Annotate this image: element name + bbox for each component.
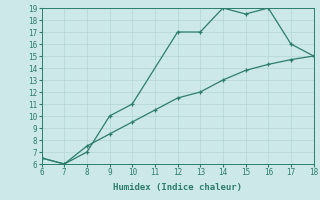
X-axis label: Humidex (Indice chaleur): Humidex (Indice chaleur) bbox=[113, 183, 242, 192]
